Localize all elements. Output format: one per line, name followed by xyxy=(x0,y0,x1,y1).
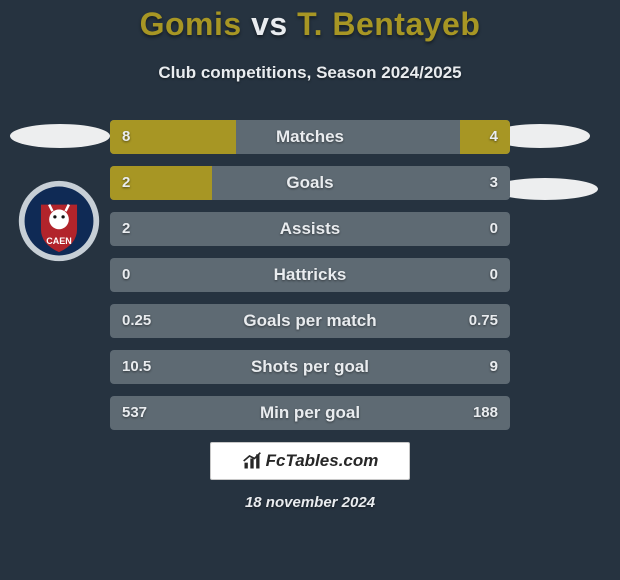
page-title: Gomis vs T. Bentayeb xyxy=(0,6,620,43)
stat-label: Shots per goal xyxy=(110,350,510,384)
stat-row: Min per goal537 188 xyxy=(110,396,510,430)
stat-row: Matches8 4 xyxy=(110,120,510,154)
stat-value-right: 0.75 xyxy=(469,304,498,338)
stat-value-right: 0 xyxy=(490,212,498,246)
stat-value-left: 2 xyxy=(122,212,130,246)
stat-label: Matches xyxy=(110,120,510,154)
stat-label: Goals xyxy=(110,166,510,200)
stat-value-left: 10.5 xyxy=(122,350,151,384)
crest-svg: CAEN xyxy=(18,180,100,262)
stat-row: Assists2 0 xyxy=(110,212,510,246)
chart-icon xyxy=(242,451,262,471)
stat-row: Hattricks0 0 xyxy=(110,258,510,292)
title-vs: vs xyxy=(242,6,297,42)
stats-rows: Matches84Goals23Assists20Hattricks00Goal… xyxy=(110,120,510,442)
club-crest-caen: CAEN xyxy=(18,180,100,262)
stat-label: Goals per match xyxy=(110,304,510,338)
stat-value-right: 188 xyxy=(473,396,498,430)
stat-value-left: 2 xyxy=(122,166,130,200)
svg-text:CAEN: CAEN xyxy=(46,236,72,246)
player2-name: T. Bentayeb xyxy=(297,6,480,42)
date-stamp: 18 november 2024 xyxy=(0,494,620,511)
fctables-logo[interactable]: FcTables.com xyxy=(210,442,410,480)
stat-value-left: 0.25 xyxy=(122,304,151,338)
comparison-card: Gomis vs T. Bentayeb Club competitions, … xyxy=(0,0,620,580)
stat-value-left: 537 xyxy=(122,396,147,430)
stat-label: Hattricks xyxy=(110,258,510,292)
stat-value-left: 8 xyxy=(122,120,130,154)
stat-value-right: 9 xyxy=(490,350,498,384)
player1-name: Gomis xyxy=(140,6,242,42)
club-placeholder-left xyxy=(10,124,110,148)
stat-value-right: 3 xyxy=(490,166,498,200)
stat-row: Goals2 3 xyxy=(110,166,510,200)
stat-row: Goals per match0.25 0.75 xyxy=(110,304,510,338)
subtitle: Club competitions, Season 2024/2025 xyxy=(0,63,620,83)
stat-value-left: 0 xyxy=(122,258,130,292)
stat-label: Min per goal xyxy=(110,396,510,430)
stat-value-right: 0 xyxy=(490,258,498,292)
fctables-text: FcTables.com xyxy=(266,451,379,471)
stat-label: Assists xyxy=(110,212,510,246)
stat-row: Shots per goal10.5 9 xyxy=(110,350,510,384)
stat-value-right: 4 xyxy=(490,120,498,154)
